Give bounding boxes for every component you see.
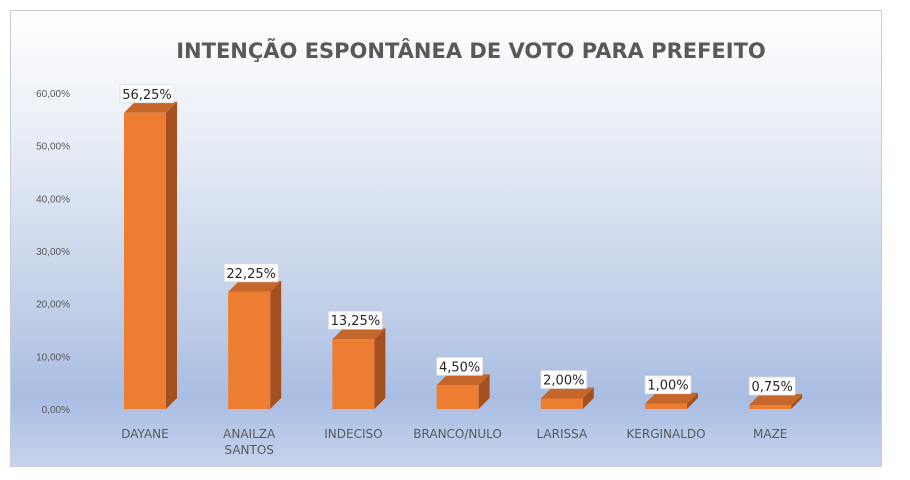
bar-side <box>374 328 386 409</box>
data-label-box <box>540 370 588 389</box>
bar <box>332 328 386 409</box>
x-tick-label-line: DAYANE <box>121 427 168 441</box>
y-tick-label: 10,00% <box>36 352 70 363</box>
data-label-text: 13,25% <box>331 314 381 329</box>
data-label-box <box>436 356 484 376</box>
data-label-text: 22,25% <box>226 267 276 282</box>
bar <box>436 374 490 409</box>
data-label: 2,00% <box>540 370 588 389</box>
bar <box>749 394 803 409</box>
bar <box>540 387 594 409</box>
bar-side <box>270 280 282 409</box>
x-tick-label: DAYANE <box>121 427 168 441</box>
bar-top <box>749 394 803 406</box>
bar-side <box>791 394 803 409</box>
data-label: 22,25% <box>223 263 279 283</box>
y-tick-label: 60,00% <box>36 89 70 100</box>
x-tick-label: ANAILZA SANTOS <box>223 427 276 457</box>
x-tick-label: BRANCO/NULO <box>413 427 502 441</box>
x-tick-label-line: ANAILZA <box>223 427 276 441</box>
data-labels: 56,25% 22,25% 13,25% 4,50% 2,00% 1,00% 0,75% <box>119 84 796 396</box>
bar-side <box>582 387 594 409</box>
data-label: 56,25% <box>119 84 175 104</box>
data-label-box <box>119 84 175 104</box>
bar-top <box>124 101 177 113</box>
bar <box>228 280 282 409</box>
data-label-text: 2,00% <box>543 373 584 388</box>
data-label-text: 1,00% <box>647 379 688 394</box>
data-label-box <box>748 376 796 396</box>
data-label-box <box>644 375 692 395</box>
data-label: 4,50% <box>436 356 484 376</box>
x-axis: DAYANE ANAILZA SANTOS INDECISO BRANCO/NULO LA… <box>121 427 787 457</box>
data-label-text: 0,75% <box>752 380 793 395</box>
x-tick-label-line: BRANCO/NULO <box>413 427 502 441</box>
y-tick-label: 30,00% <box>36 247 70 258</box>
bar-front <box>124 112 166 409</box>
x-tick-label-line: KERGINALDO <box>626 427 705 441</box>
bar-front <box>332 339 375 409</box>
x-tick-label: INDECISO <box>324 427 382 441</box>
x-tick-label: MAZE <box>753 427 787 441</box>
data-label-box <box>327 310 383 330</box>
data-label: 1,00% <box>644 375 692 395</box>
bar-top <box>540 387 594 399</box>
bar <box>124 101 177 409</box>
x-tick-label-line: MAZE <box>753 427 787 441</box>
bar-side <box>478 374 490 409</box>
bar-front <box>228 291 271 409</box>
data-label: 13,25% <box>327 310 383 330</box>
bar-top <box>332 328 386 340</box>
bars <box>124 101 803 409</box>
bar <box>645 392 698 409</box>
y-tick-label: 0,00% <box>42 405 70 416</box>
data-label-box <box>223 263 279 283</box>
x-tick-label: KERGINALDO <box>626 427 705 441</box>
bar-side <box>166 101 177 409</box>
bar-front <box>645 403 687 409</box>
y-axis: 0,00% 10,00% 20,00% 30,00% 40,00% 50,00% 60,00… <box>36 89 70 416</box>
x-tick-label-line: LARISSA <box>536 427 588 441</box>
y-tick-label: 50,00% <box>36 142 70 153</box>
chart-title: INTENÇÃO ESPONTÂNEA DE VOTO PARA PREFEIT… <box>176 38 766 63</box>
bar-front <box>749 405 792 409</box>
data-label: 0,75% <box>748 376 796 396</box>
bar-front <box>540 398 583 409</box>
x-tick-label: LARISSA <box>536 427 588 441</box>
y-tick-label: 20,00% <box>36 300 70 311</box>
x-tick-label-line: INDECISO <box>324 427 382 441</box>
bar-front <box>436 385 479 409</box>
bar-top <box>436 374 490 386</box>
bar-top <box>228 280 282 292</box>
bar-side <box>687 392 698 409</box>
x-tick-label-line: SANTOS <box>224 443 273 457</box>
data-label-text: 4,50% <box>439 360 480 375</box>
bar-top <box>645 392 698 404</box>
y-tick-label: 40,00% <box>36 194 70 205</box>
data-label-text: 56,25% <box>122 88 172 103</box>
